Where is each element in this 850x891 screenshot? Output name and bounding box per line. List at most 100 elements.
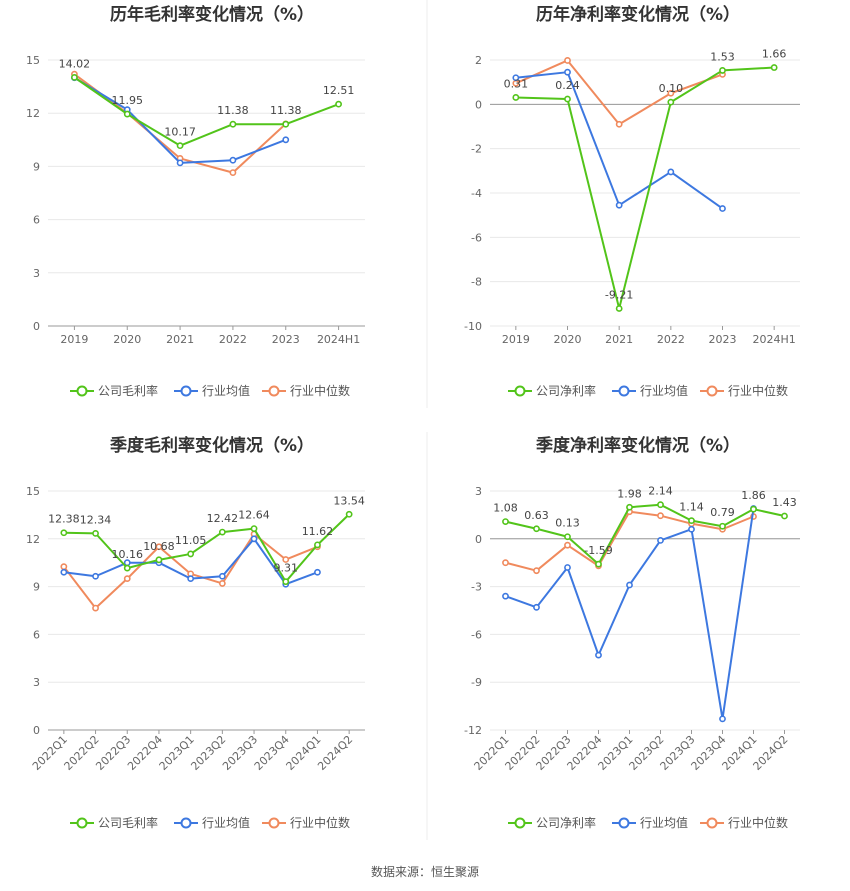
chart-title: 季度毛利率变化情况（%） (110, 435, 314, 456)
data-label: 0.79 (710, 506, 735, 519)
data-point-company (71, 73, 78, 81)
data-point-median (218, 580, 226, 587)
legend-item-median[interactable]: 行业中位数 (262, 383, 350, 398)
data-label: 11.62 (302, 525, 334, 538)
data-point-avg (314, 568, 321, 576)
y-tick-label: 12 (26, 533, 40, 546)
data-point-avg (533, 603, 540, 611)
legend-marker (514, 817, 526, 829)
data-point-company (770, 64, 778, 71)
y-tick-label: 12 (26, 107, 40, 120)
series-line-avg (515, 71, 724, 210)
data-point-median (155, 543, 163, 551)
legend-label: 公司净利率 (536, 383, 596, 398)
data-point-avg (657, 536, 664, 544)
data-point-avg (218, 572, 226, 580)
x-tick-label: 2020 (554, 333, 582, 346)
data-point-avg (564, 68, 571, 76)
series-line-avg (73, 76, 287, 164)
y-tick-label: 3 (33, 676, 40, 689)
chart-4: 季度净利率变化情况（%）-12-9-6-3032022Q12022Q22022Q… (464, 435, 800, 830)
data-point-company (229, 120, 237, 128)
y-tick-label: -6 (471, 231, 482, 244)
y-tick-label: 0 (33, 320, 40, 333)
data-label: 14.02 (59, 57, 91, 70)
y-tick-label: 15 (26, 54, 40, 67)
data-point-company (626, 503, 633, 511)
legend-label: 行业中位数 (290, 383, 350, 398)
legend-marker (180, 817, 192, 829)
x-tick-label: 2022 (219, 333, 247, 346)
data-label: 12.51 (323, 84, 355, 97)
data-point-avg (564, 564, 571, 571)
data-point-company (533, 525, 540, 533)
chart-title: 季度净利率变化情况（%） (536, 435, 740, 456)
data-point-avg (626, 581, 633, 589)
data-point-avg (187, 575, 195, 583)
data-point-median (564, 57, 571, 64)
y-tick-label: -3 (471, 581, 482, 594)
data-label: 10.17 (164, 126, 196, 139)
data-label: 11.38 (217, 104, 249, 117)
data-point-company (187, 550, 195, 558)
chart-3: 季度毛利率变化情况（%）036912152022Q12022Q22022Q320… (26, 435, 365, 830)
y-tick-label: -9 (471, 676, 482, 689)
data-label: 0.24 (555, 79, 580, 92)
data-point-company (314, 541, 321, 549)
data-label: 0.13 (555, 517, 580, 530)
data-point-median (564, 541, 571, 549)
y-tick-label: 0 (475, 98, 482, 111)
data-point-median (615, 120, 623, 128)
legend-item-avg[interactable]: 行业均值 (612, 815, 688, 830)
y-tick-label: 6 (33, 628, 40, 641)
data-point-avg (92, 572, 99, 580)
y-tick-label: -2 (471, 143, 482, 156)
data-label: 1.66 (762, 48, 787, 61)
series-line-company (63, 513, 350, 583)
data-point-avg (250, 535, 258, 543)
legend-marker (268, 385, 280, 397)
legend-item-median[interactable]: 行业中位数 (700, 815, 788, 830)
legend-item-company[interactable]: 公司净利率 (508, 815, 596, 830)
data-point-company (335, 100, 342, 108)
series-line-company (505, 503, 785, 566)
data-point-avg (719, 715, 726, 723)
data-source: 数据来源：恒生聚源 (371, 864, 479, 879)
y-tick-label: 2 (475, 54, 482, 67)
data-point-company (218, 528, 226, 536)
legend-item-avg[interactable]: 行业均值 (174, 815, 250, 830)
legend-label: 行业均值 (640, 815, 688, 830)
data-point-company (92, 529, 99, 537)
data-label: 1.86 (741, 489, 766, 502)
y-tick-label: -10 (464, 320, 482, 333)
data-point-company (595, 560, 602, 568)
legend-item-company[interactable]: 公司净利率 (508, 383, 596, 398)
x-tick-label: 2024Q2 (751, 733, 791, 773)
data-point-company (564, 533, 571, 541)
legend-item-avg[interactable]: 行业均值 (612, 383, 688, 398)
chart-1: 历年毛利率变化情况（%） 0 3 6 9 12 15 2019 2020 2021 2022 2023… (26, 4, 365, 398)
data-label: 11.95 (112, 94, 144, 107)
legend-item-company[interactable]: 公司毛利率 (70, 383, 158, 398)
data-point-avg (176, 159, 184, 167)
legend-marker (514, 385, 526, 397)
data-point-company (564, 95, 571, 103)
legend-marker (706, 817, 718, 829)
data-label: 2.14 (648, 485, 673, 498)
legend-marker (76, 817, 88, 829)
legend-item-median[interactable]: 行业中位数 (700, 383, 788, 398)
data-label: 0.31 (504, 77, 529, 90)
legend-item-median[interactable]: 行业中位数 (262, 815, 350, 830)
chart-2: 历年净利率变化情况（%） -10 -8 -6 -4 -2 0 2 2019 2020 2021 202… (464, 4, 800, 398)
legend-item-company[interactable]: 公司毛利率 (70, 815, 158, 830)
legend-item-avg[interactable]: 行业均值 (174, 383, 250, 398)
x-tick-label: 2020 (113, 333, 141, 346)
data-point-median (533, 567, 540, 575)
y-tick-label: 3 (475, 485, 482, 498)
legend-marker (706, 385, 718, 397)
y-tick-label: -4 (471, 187, 482, 200)
legend-label: 公司净利率 (536, 815, 596, 830)
data-point-company (719, 522, 726, 530)
legend-marker (268, 817, 280, 829)
